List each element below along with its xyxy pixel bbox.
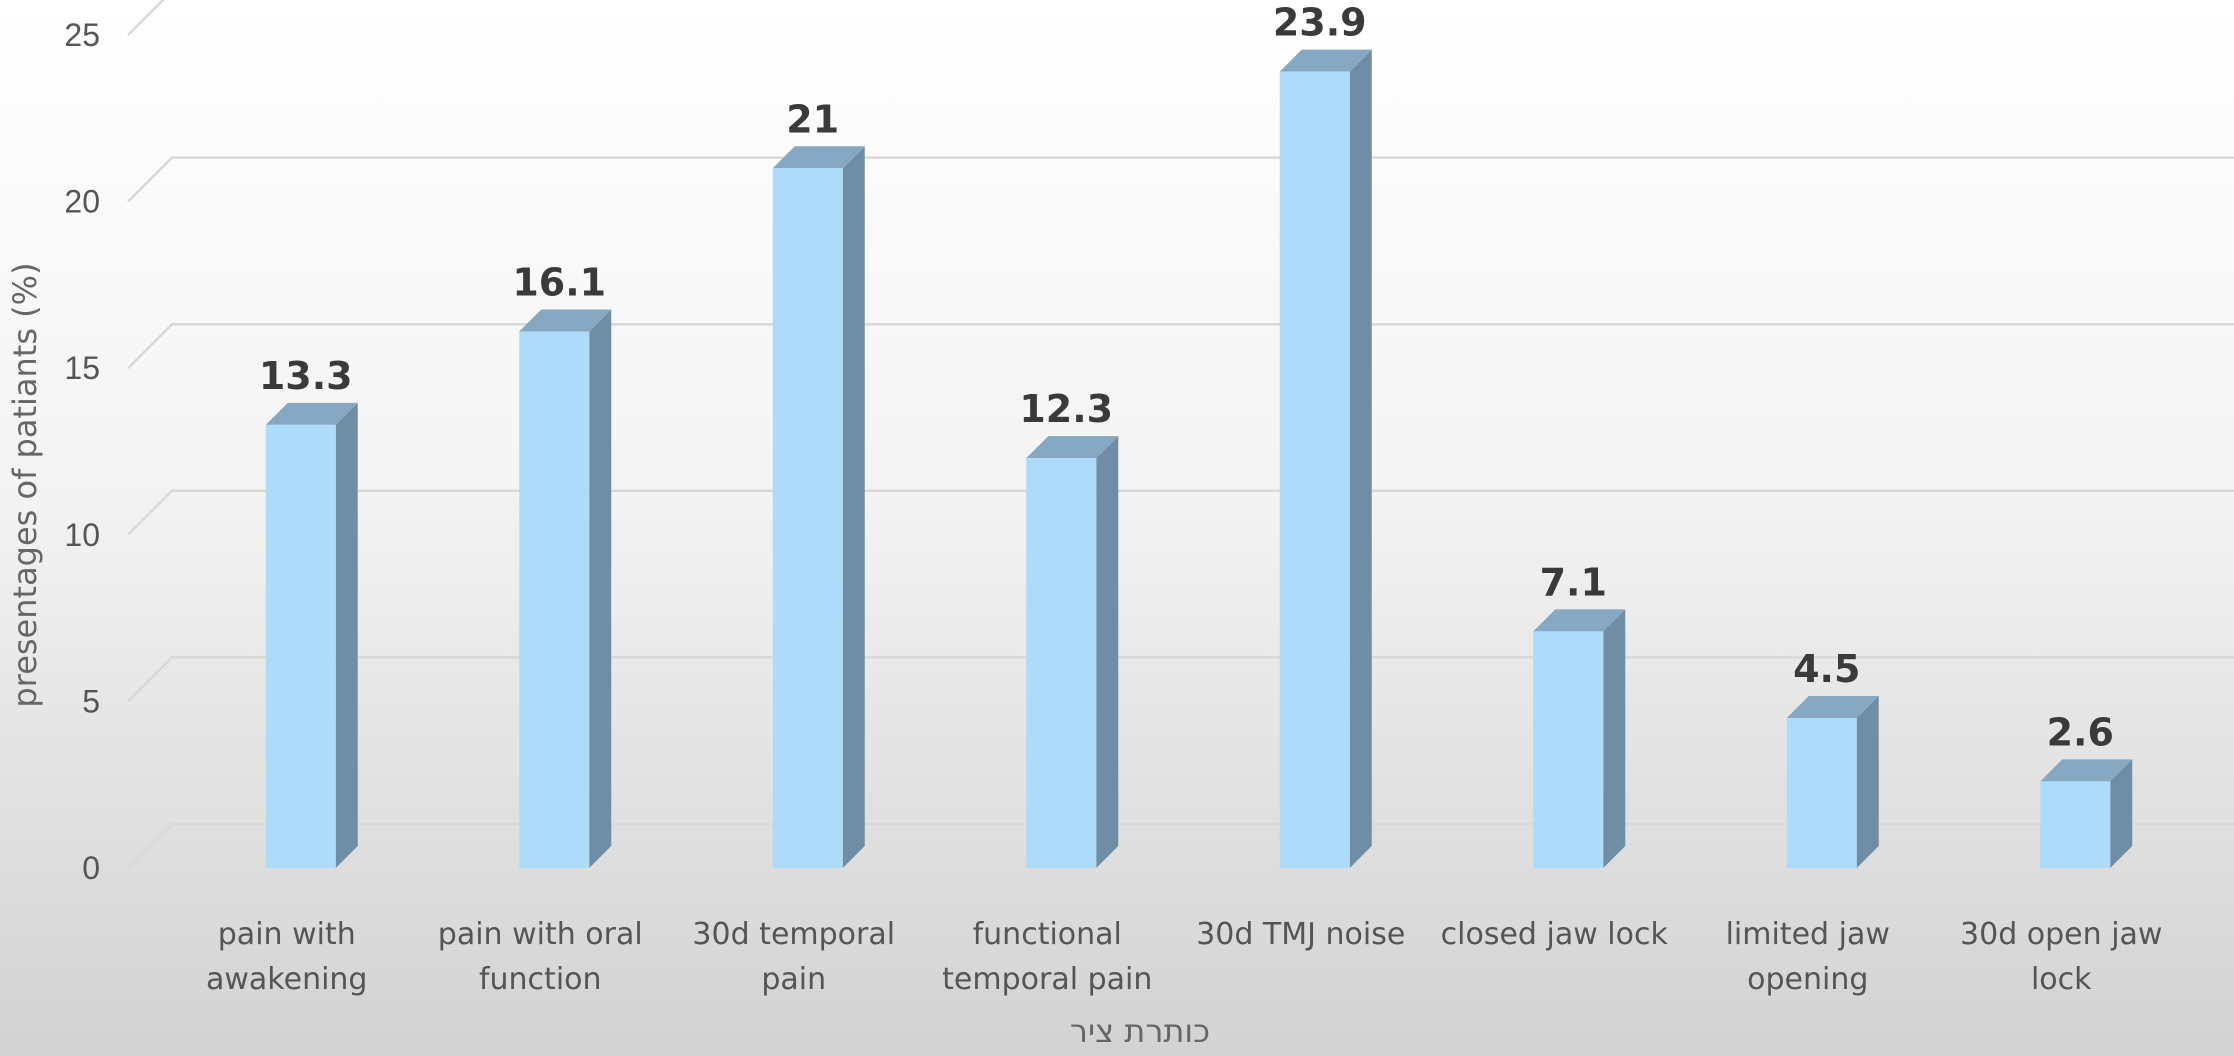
gridline: [127, 489, 2234, 536]
x-tick-label: 30d temporal pain: [692, 917, 895, 997]
gridline: [127, 822, 2234, 869]
gridline: [127, 0, 165, 36]
y-tick-label: 0: [82, 850, 100, 886]
bar-front: [1786, 718, 1857, 868]
x-tick-label: closed jaw lock: [1441, 917, 1669, 952]
gridline: [127, 656, 2234, 703]
bar-top: [1026, 436, 1119, 459]
gridline: [127, 322, 2234, 370]
bar: [1786, 696, 1879, 868]
bar-top: [772, 146, 865, 169]
bar-top: [1786, 696, 1879, 719]
y-tick-label: 10: [64, 517, 100, 553]
bar-front: [265, 424, 336, 868]
y-tick-label: 5: [82, 683, 100, 719]
bar-front: [1533, 631, 1604, 868]
data-label: 2.6: [2047, 710, 2114, 754]
bar-top: [1279, 49, 1372, 72]
bar: [772, 146, 865, 868]
y-tick-label: 20: [64, 184, 100, 220]
bar-top: [1533, 609, 1626, 632]
bar-side: [335, 402, 358, 868]
y-axis-title: presentages of patiants (%): [6, 262, 44, 707]
bar-side: [842, 146, 865, 868]
bar-side: [1856, 696, 1879, 868]
bar-front: [2040, 781, 2111, 868]
bar: [1533, 609, 1626, 868]
bar-top: [519, 309, 612, 332]
bar-front: [519, 331, 590, 869]
x-axis-categories: pain with awakening pain with oral function…: [206, 917, 2162, 997]
bar-top: [265, 402, 358, 425]
gridline: [127, 156, 2234, 203]
data-label: 7.1: [1540, 560, 1607, 604]
gridlines: [127, 0, 2234, 869]
y-axis-ticks: 0 5 10 15 20 25: [64, 17, 100, 886]
data-label: 13.3: [259, 354, 353, 398]
data-label: 4.5: [1793, 647, 1860, 691]
bar: [2040, 759, 2133, 868]
data-labels: 13.3 16.1 21 12.3 23.9 7.1 4.5 2.6: [259, 1, 2114, 755]
bar-side: [1096, 436, 1119, 868]
bar: [265, 402, 358, 868]
data-label: 16.1: [512, 261, 606, 305]
x-tick-label: pain with oral function: [438, 917, 643, 997]
bar: [519, 309, 612, 869]
bar: [1026, 436, 1119, 868]
bar-top: [2040, 759, 2133, 782]
bars: [265, 49, 2133, 869]
data-label: 12.3: [1019, 387, 1113, 431]
y-tick-label: 15: [64, 350, 100, 386]
bar-side: [589, 309, 612, 869]
bar-side: [2110, 759, 2133, 868]
y-tick-label: 25: [64, 17, 100, 53]
data-label: 21: [786, 97, 839, 141]
x-tick-label: 30d open jaw lock: [1960, 917, 2162, 997]
bar-front: [1279, 71, 1350, 869]
x-tick-label: limited jaw opening: [1726, 917, 1890, 997]
bar-front: [772, 168, 843, 868]
x-tick-label: functional temporal pain: [942, 917, 1152, 997]
x-tick-label: 30d TMJ noise: [1196, 917, 1405, 952]
bar: [1279, 49, 1372, 869]
x-tick-label: pain with awakening: [206, 917, 367, 997]
bar-front: [1026, 458, 1097, 868]
x-axis-title: כותרת ציר: [1070, 1012, 1210, 1050]
bar-side: [1603, 609, 1626, 868]
bar-side: [1349, 49, 1372, 869]
data-label: 23.9: [1273, 1, 1367, 45]
